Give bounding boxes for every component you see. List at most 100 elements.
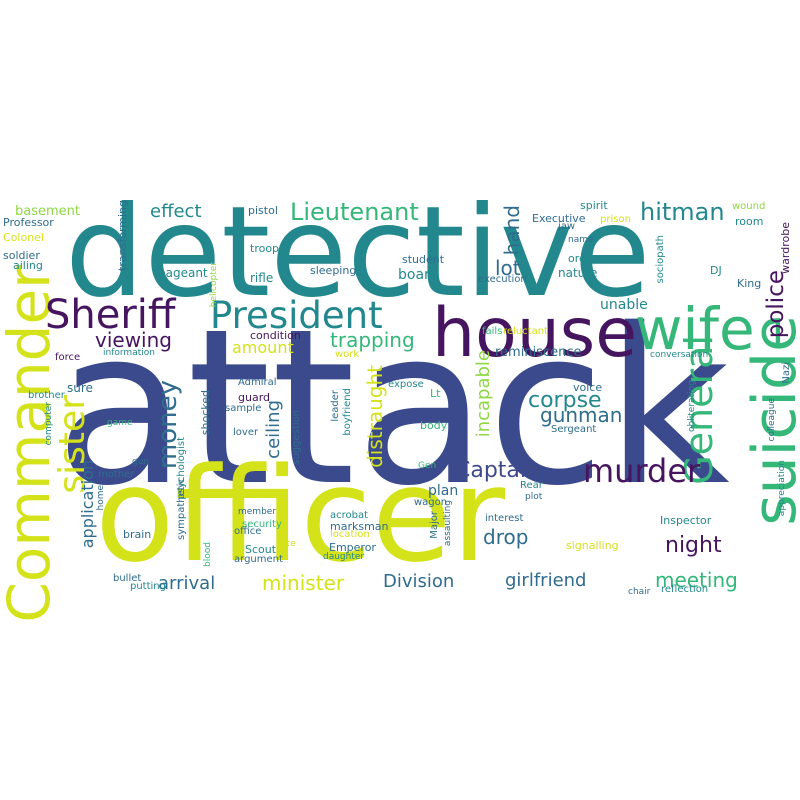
- word-argument: argument: [234, 554, 283, 565]
- word-work: work: [335, 349, 360, 360]
- word-conversation: conversation: [650, 350, 709, 360]
- word-boyfriend: boyfriend: [342, 388, 353, 436]
- word-expose: expose: [388, 379, 424, 390]
- word-student: student: [402, 253, 445, 266]
- word-obliterating: obliterating: [687, 380, 697, 432]
- word-order: order: [568, 252, 598, 265]
- word-reflection: reflection: [661, 584, 709, 595]
- word-hitman: hitman: [640, 198, 725, 226]
- word-execution: execution: [478, 274, 527, 285]
- word-shocked: shocked: [199, 390, 212, 436]
- word-sure: sure: [67, 381, 93, 395]
- word-president: President: [210, 294, 383, 337]
- word-leader: leader: [330, 390, 341, 422]
- word-sheriff: Sheriff: [45, 292, 176, 338]
- word-marksman: marksman: [330, 520, 389, 533]
- word-arrival: arrival: [158, 573, 216, 594]
- word-colonel: Colonel: [3, 231, 44, 244]
- word-location: location: [330, 529, 370, 540]
- word-division: Division: [383, 571, 455, 592]
- word-hand: hand: [500, 205, 524, 256]
- word-pistol: pistol: [248, 204, 278, 217]
- word-dj: DJ: [710, 264, 722, 277]
- word-helicopter: helicopter: [209, 262, 219, 308]
- word-mother: mother: [98, 469, 135, 480]
- word-acrobat: acrobat: [330, 510, 369, 521]
- word-scout: Scout: [245, 543, 277, 556]
- word-reminiscence: reminiscence: [495, 345, 582, 360]
- word-name: name: [568, 235, 594, 245]
- word-murder: murder: [583, 452, 701, 490]
- word-office: office: [234, 526, 262, 537]
- word-emperor: Emperor: [329, 541, 376, 554]
- word-police: police: [763, 270, 789, 339]
- word-viewing: viewing: [95, 328, 172, 352]
- word-drop: drop: [483, 525, 529, 549]
- word-daughter: daughter: [323, 552, 365, 562]
- word-soldier: soldier: [3, 249, 40, 262]
- word-nazi: Nazi: [781, 362, 792, 384]
- word-guard: guard: [238, 391, 271, 404]
- word-computer: computer: [44, 402, 54, 446]
- word-plan: plan: [428, 483, 459, 499]
- word-admiral: Admiral: [238, 377, 277, 388]
- word-girlfriend: girlfriend: [505, 570, 587, 591]
- word-reluctant: reluctant: [503, 326, 548, 337]
- word-troop: troop: [250, 242, 280, 255]
- word-putting: putting: [130, 581, 166, 592]
- word-assaulting: assaulting: [443, 500, 453, 547]
- word-sociopath: sociopath: [655, 235, 666, 284]
- word-lt: Lt: [430, 387, 441, 400]
- word-member: member: [238, 507, 277, 517]
- word-interest: interest: [485, 513, 524, 524]
- word-minister: minister: [262, 571, 345, 595]
- word-transforming: transforming: [116, 200, 129, 271]
- word-brain: brain: [123, 528, 152, 541]
- word-officer: officer: [95, 439, 506, 591]
- word-signalling: signalling: [566, 539, 619, 552]
- word-wagon: wagon: [414, 497, 448, 508]
- word-bullet: bullet: [113, 573, 142, 584]
- word-security: security: [242, 519, 282, 530]
- word-wound: wound: [732, 201, 766, 212]
- word-board: board: [398, 267, 439, 283]
- word-rear: Rear: [520, 480, 543, 491]
- word-plot: plot: [525, 492, 543, 502]
- word-house: house: [432, 294, 638, 373]
- word-unable: unable: [600, 297, 648, 313]
- word-sample: sample: [225, 403, 262, 414]
- word-executive: Executive: [532, 212, 586, 225]
- word-gun: gun: [132, 457, 150, 467]
- word-suggestion: suggestion: [291, 410, 302, 465]
- word-rifle: rifle: [250, 271, 274, 285]
- word-professor: Professor: [3, 216, 54, 229]
- word-amount: amount: [232, 338, 294, 357]
- word-meeting: meeting: [655, 568, 738, 592]
- word-condition: condition: [250, 329, 301, 342]
- word-effect: effect: [150, 201, 202, 222]
- word-fails: fails: [482, 326, 503, 337]
- word-brother: brother: [28, 390, 65, 401]
- word-appreciation: appreciation: [777, 460, 787, 517]
- word-chair: chair: [628, 587, 651, 597]
- word-lover: lover: [233, 427, 259, 438]
- word-colleague: colleague: [767, 398, 777, 442]
- word-fate: fate: [278, 539, 296, 549]
- word-game: game: [107, 418, 133, 428]
- word-ailing: ailing: [13, 259, 43, 272]
- word-gen: Gen: [418, 461, 437, 471]
- word-lot: lot: [495, 256, 521, 280]
- word-spirit: spirit: [580, 199, 608, 212]
- word-body: body: [420, 419, 448, 432]
- word-voice: voice: [573, 381, 603, 394]
- word-lieutenant: Lieutenant: [290, 198, 419, 226]
- word-inspector: Inspector: [660, 514, 712, 527]
- word-application: application: [78, 460, 97, 549]
- word-distraught: distraught: [363, 365, 387, 468]
- word-nature: nature: [558, 266, 598, 280]
- word-force: force: [55, 352, 81, 363]
- word-detective: detective: [65, 180, 651, 325]
- word-jaw: jaw: [558, 221, 576, 232]
- word-attack: attack: [55, 282, 730, 533]
- word-sympathetic: sympathetic: [176, 478, 187, 540]
